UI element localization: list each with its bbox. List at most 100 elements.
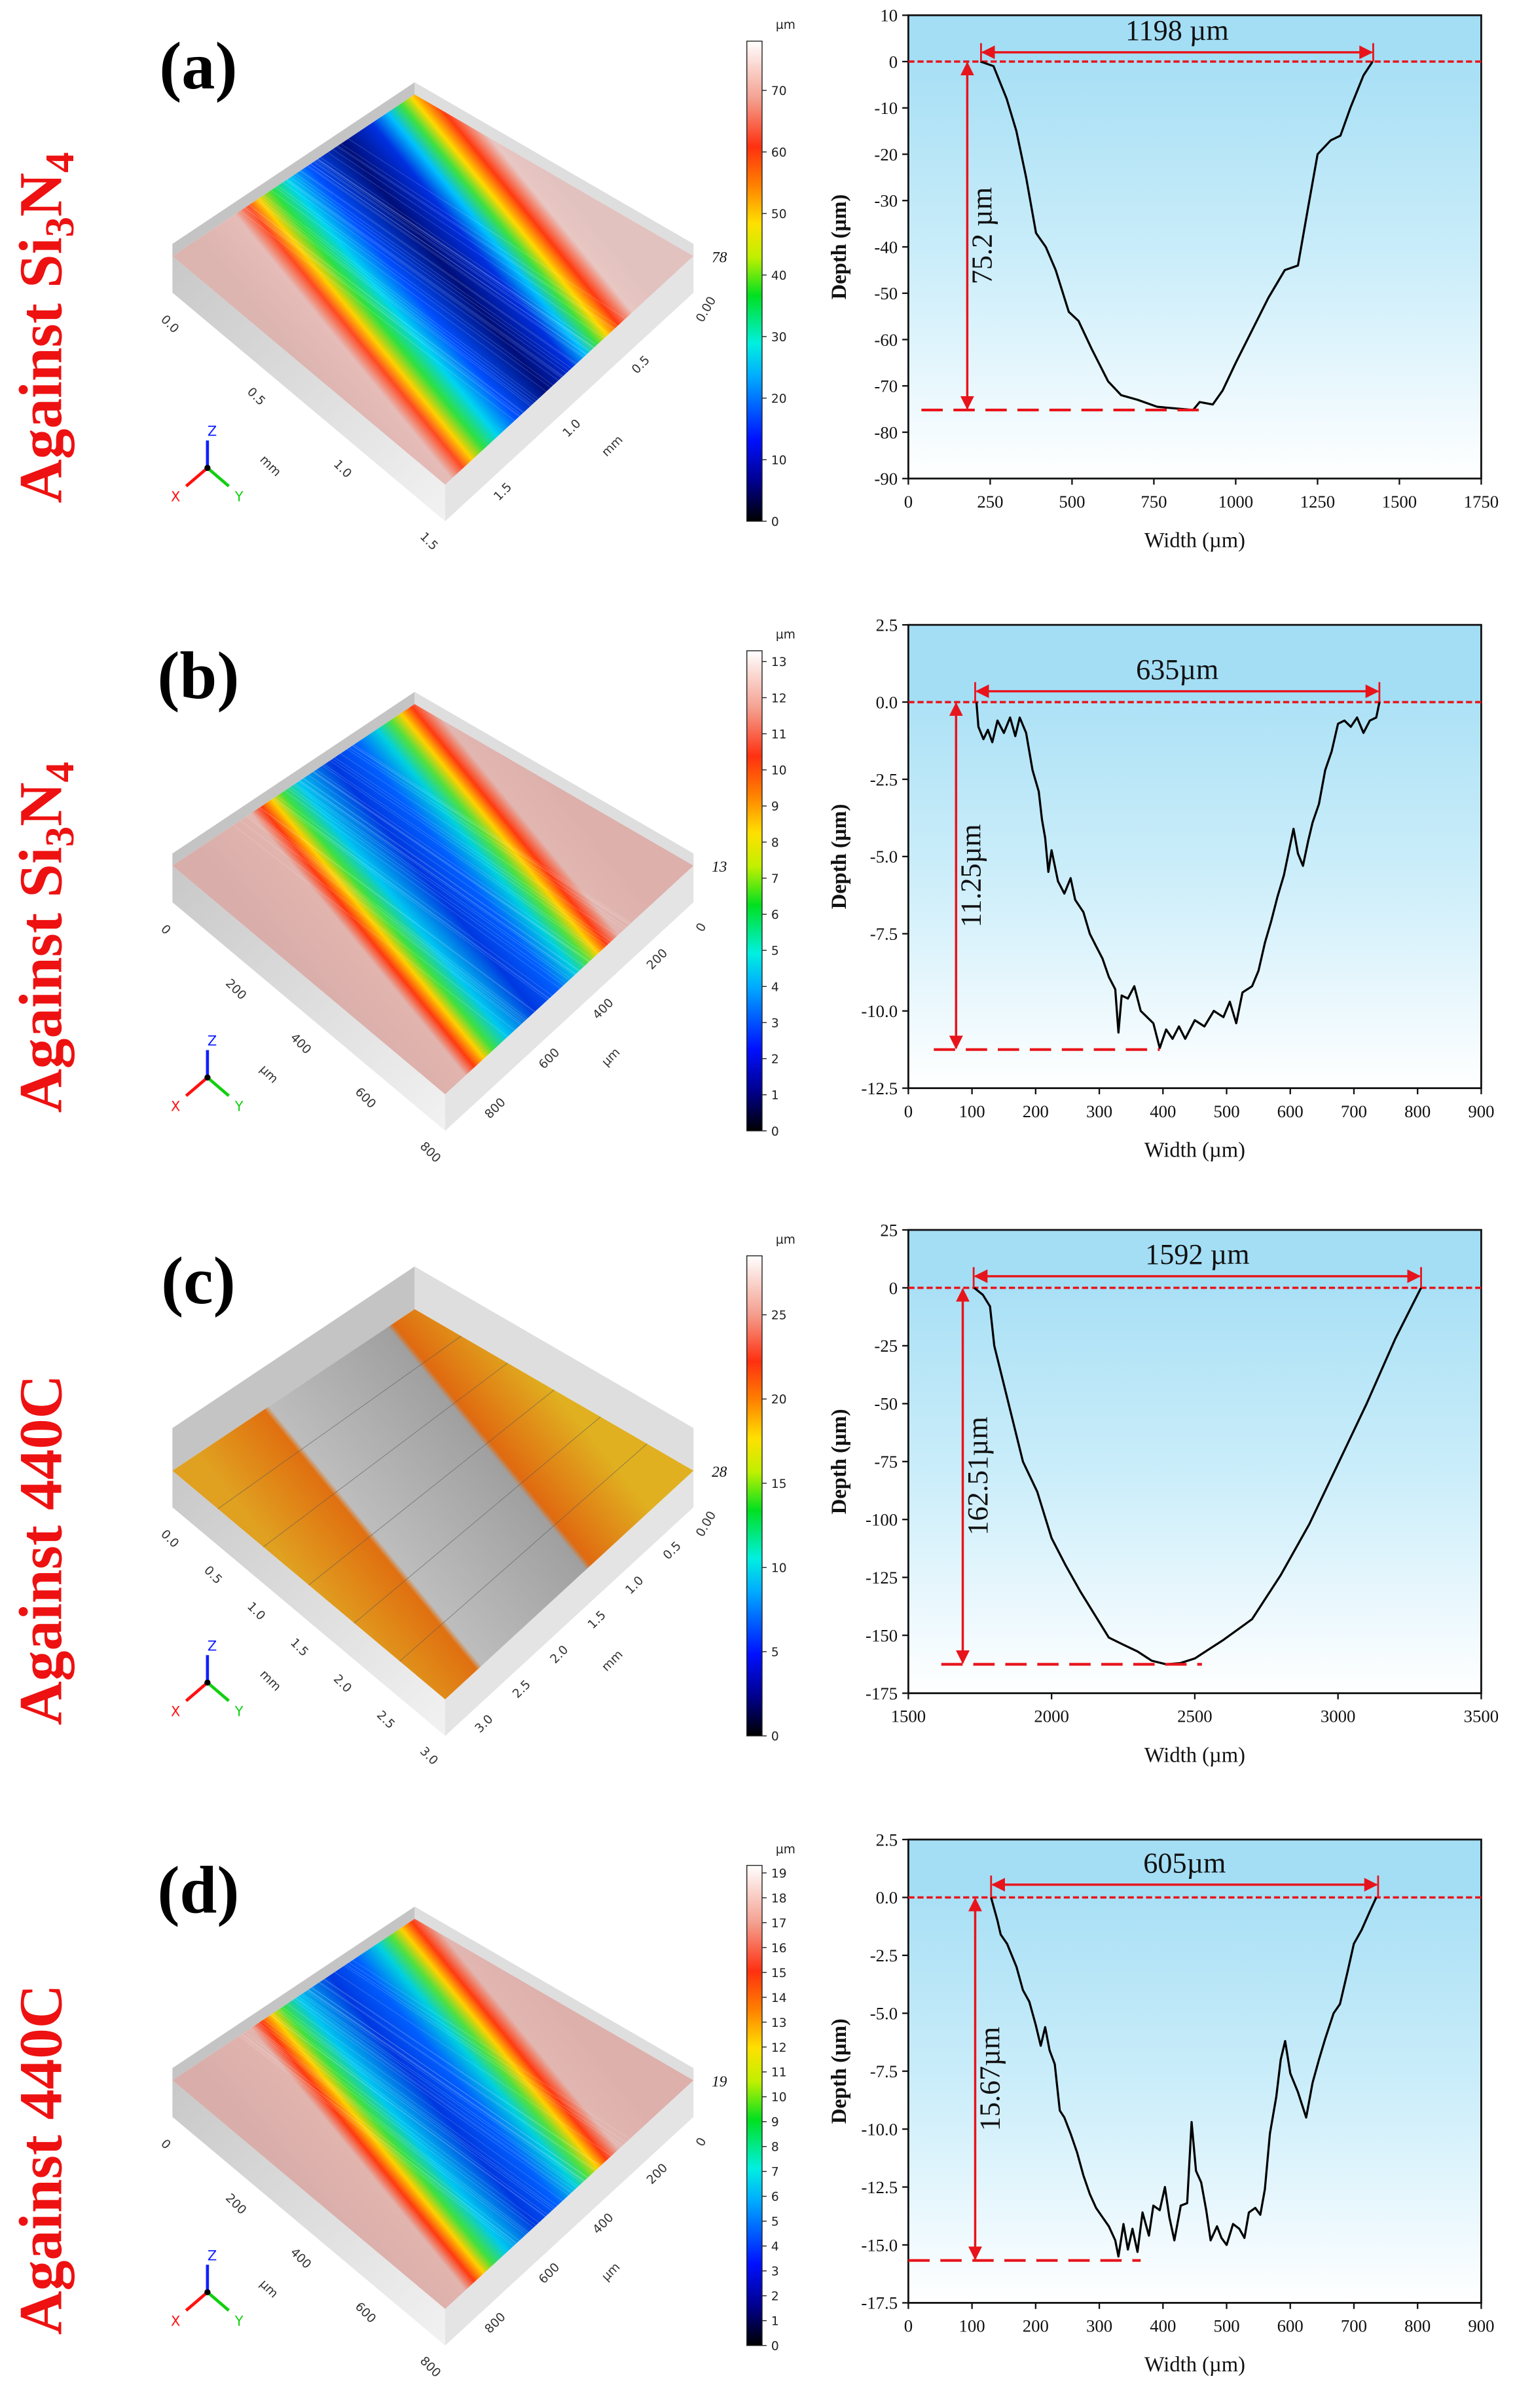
triad-y-axis — [208, 468, 229, 486]
y-tick-label: -10.0 — [861, 1001, 898, 1021]
colorbar-tick-label: 40 — [771, 269, 787, 283]
surface-y-tick: 800 — [483, 1096, 509, 1122]
y-tick-label: -125 — [866, 1568, 898, 1587]
surface-y-tick: 800 — [483, 2310, 509, 2337]
surface-y-tick: 0.5 — [661, 1539, 684, 1563]
surface-z-max: 28 — [712, 1464, 727, 1481]
profile-chart-c: 1500 2000 2500 3000 3500 25 0 -25 -50 -75 -100 -125… — [828, 1220, 1499, 1767]
colorbar-tick-label: 0 — [771, 1125, 779, 1139]
colorbar-tick-label: 15 — [771, 1967, 787, 1980]
depth-annotation-label: 75.2 µm — [966, 187, 998, 284]
colorbar-tick-label: 12 — [771, 2041, 787, 2055]
colorbar-tick-label: 9 — [771, 2116, 779, 2130]
y-axis-title: Depth (µm) — [828, 2018, 851, 2124]
y-tick-label: -50 — [874, 284, 898, 303]
y-tick-label: 2.5 — [876, 615, 898, 635]
surface-z-min: 0 — [693, 921, 709, 935]
colorbar-tick-label: 8 — [771, 836, 779, 850]
triad-y-axis — [208, 1077, 229, 1096]
surface-z-min: 0.00 — [693, 1509, 719, 1539]
triad-x-axis — [186, 468, 208, 486]
colorbar-tick-label: 70 — [771, 84, 787, 98]
colorbar-unit: µm — [776, 18, 795, 32]
surface-y-tick: 600 — [536, 2261, 562, 2287]
y-tick-label: -2.5 — [870, 1946, 898, 1965]
x-tick-label: 2000 — [1034, 1707, 1069, 1726]
surface-x-tick: 2.0 — [331, 1672, 354, 1695]
x-tick-label: 300 — [1086, 1102, 1112, 1121]
surface-y-unit: mm — [599, 1648, 625, 1674]
x-tick-label: 0 — [904, 1102, 913, 1121]
surface-y-tick: 1.5 — [491, 480, 515, 504]
x-tick-label: 0 — [904, 2316, 913, 2336]
colorbar-tick-label: 12 — [771, 692, 787, 705]
triad-y-axis — [208, 2292, 229, 2310]
surface-x-unit: µm — [257, 2277, 280, 2301]
colorbar: µm010203040506070 — [747, 18, 795, 529]
colorbar-gradient — [747, 651, 762, 1131]
x-tick-label: 3500 — [1464, 1707, 1499, 1726]
surface-x-tick: 0.0 — [158, 312, 181, 336]
y-tick-label: -150 — [866, 1625, 898, 1645]
colorbar-tick-label: 14 — [771, 1991, 787, 2005]
surface-y-unit: mm — [599, 433, 625, 459]
y-axis-title: Depth (µm) — [828, 194, 851, 300]
y-tick-label: -17.5 — [861, 2293, 898, 2313]
surface-x-tick: 0.5 — [201, 1563, 225, 1587]
triad-z-label: Z — [208, 1033, 217, 1048]
triad-x-axis — [186, 1077, 208, 1096]
triad-x-label: X — [171, 489, 180, 505]
colorbar-gradient — [747, 1256, 762, 1736]
surface-x-tick: 3.0 — [417, 1745, 441, 1768]
y-tick-label: -15.0 — [861, 2235, 898, 2255]
surface-y-tick: 0.5 — [629, 353, 653, 377]
colorbar-tick-label: 0 — [771, 2340, 779, 2354]
y-tick-label: -75 — [874, 1452, 898, 1472]
y-tick-label: -12.5 — [861, 1079, 898, 1098]
colorbar-tick-label: 4 — [771, 2240, 779, 2254]
surface-top — [172, 94, 693, 485]
profile-chart-b: 0 100 200 300 400 500 600 700 800 9002.50.0-2.5-5… — [828, 615, 1495, 1162]
x-tick-label: 2500 — [1177, 1707, 1212, 1726]
width-annotation-label: 1592 µm — [1145, 1238, 1249, 1270]
y-tick-label: 0.0 — [876, 1888, 898, 1908]
x-tick-label: 600 — [1277, 1102, 1304, 1121]
surface-x-tick: 400 — [287, 2246, 314, 2272]
colorbar-tick-label: 7 — [771, 872, 779, 886]
depth-annotation-label: 15.67µm — [974, 2027, 1006, 2131]
colorbar-unit: µm — [776, 1233, 795, 1247]
colorbar-tick-label: 5 — [771, 944, 779, 958]
side-label-sub1: 3 — [37, 826, 82, 847]
x-tick-label: 100 — [959, 2316, 985, 2336]
side-label-mid: N — [7, 173, 75, 217]
x-axis-title: Width (µm) — [1144, 2353, 1245, 2377]
profile-chart-d: 0 100 200 300 400 500 600 700 800 9002.50.0-2.5-5… — [828, 1830, 1495, 2377]
surface-z-max: 13 — [712, 859, 727, 876]
side-label-sub1: 3 — [37, 217, 82, 237]
colorbar-tick-label: 0 — [771, 515, 779, 529]
side-label: Against Si3N4 — [7, 762, 82, 1113]
y-tick-label: -80 — [874, 422, 898, 442]
x-tick-label: 100 — [959, 1102, 985, 1121]
colorbar-tick-label: 11 — [771, 728, 787, 741]
y-axis-title: Depth (µm) — [828, 804, 851, 909]
x-tick-label: 1000 — [1218, 492, 1254, 511]
surface-y-unit: µm — [599, 1046, 623, 1069]
x-tick-label: 250 — [977, 492, 1003, 511]
surface-x-tick: 1.5 — [287, 1636, 311, 1659]
y-tick-label: -7.5 — [870, 924, 898, 944]
y-tick-label: -5.0 — [870, 847, 898, 866]
y-tick-label: -40 — [874, 237, 898, 257]
row-c: Against 440C(c)0.00.51.01.52.02.53.0mm0.… — [7, 1220, 1499, 1768]
axis-triad-icon: ZX Y — [171, 1033, 244, 1114]
triad-origin — [204, 1680, 210, 1686]
surface-3d-c: 0.00.51.01.52.02.53.0mm0.51.01.52.02.53.… — [158, 1267, 727, 1768]
panel-letter: (d) — [157, 1854, 239, 1928]
surface-y-tick: 600 — [536, 1046, 562, 1072]
triad-y-label: Y — [234, 1703, 244, 1719]
colorbar-tick-label: 20 — [771, 392, 787, 406]
colorbar: µm0510152025 — [747, 1233, 795, 1744]
side-label-prefix: Against Si — [7, 237, 75, 503]
triad-x-axis — [186, 2292, 208, 2310]
y-tick-label: -70 — [874, 377, 898, 396]
